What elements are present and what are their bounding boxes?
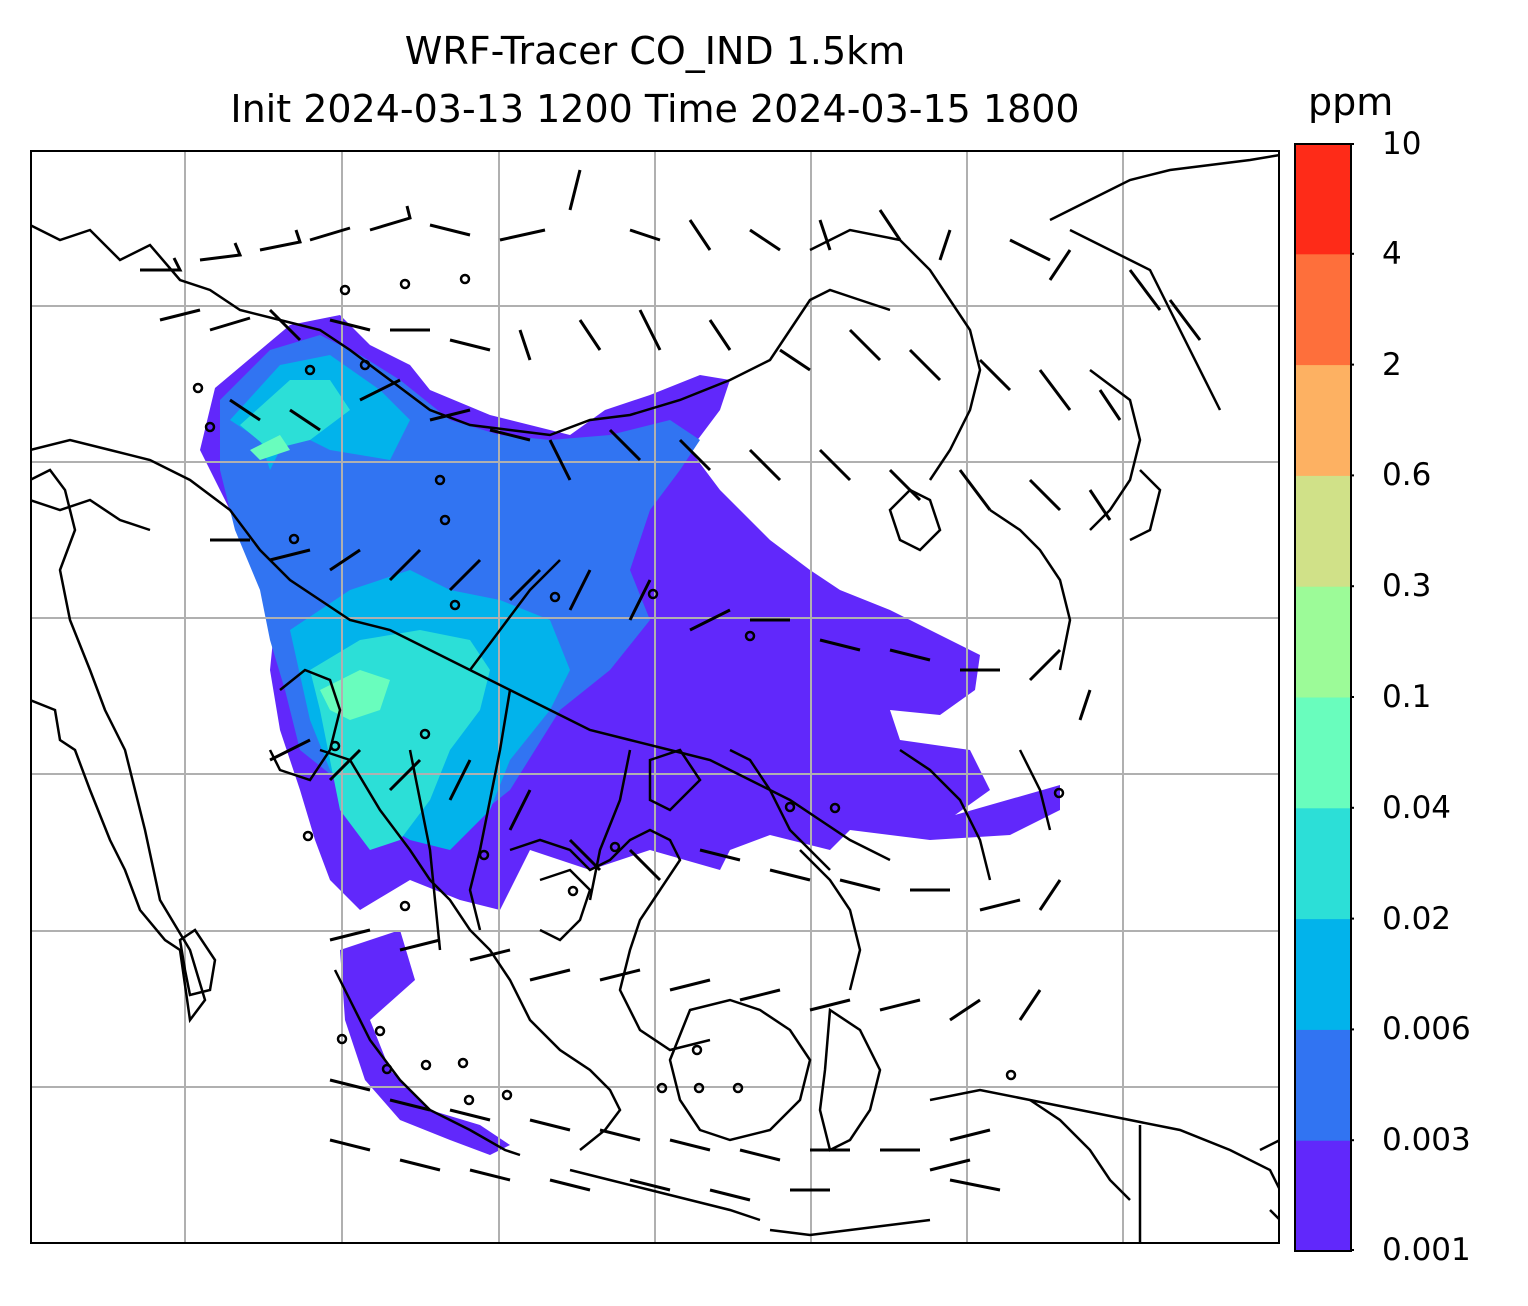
colorbar-tick-label: 0.6 [1382,457,1432,494]
coastlines [30,153,1280,1237]
colorbar-tick-label: 10 [1382,126,1422,162]
colorbar-tick-label: 0.02 [1382,900,1452,937]
colorbar-segment-8 [1295,253,1351,366]
concentration-field [200,315,1060,1155]
map-panel [30,150,1280,1244]
plume-level-3 [230,355,570,850]
colorbar [1294,143,1354,1252]
colorbar-tick-label: 0.003 [1382,1122,1471,1159]
colorbar-segment-1 [1295,1029,1351,1141]
colorbar-tick-label: 2 [1382,346,1402,383]
wind-barbs [140,169,1202,1202]
colorbar-tick-label: 0.1 [1382,679,1432,715]
colorbar-segment-7 [1295,364,1351,476]
map-title-line-2: Init 2024-03-13 1200 Time 2024-03-15 180… [230,87,1080,131]
calm-wind-circles [192,273,1065,1106]
colorbar-tick-label: 0.04 [1382,789,1452,826]
colorbar-segment-3 [1295,807,1351,920]
colorbar-segment-4 [1295,697,1351,809]
colorbar-tick-label: 0.006 [1382,1011,1471,1048]
colorbar-segment-2 [1295,918,1351,1030]
colorbar-segment-9 [1295,143,1351,255]
lat-lon-gridlines [30,150,1280,1244]
colorbar-unit-label: ppm [1308,80,1394,124]
plume-level-1-south [340,930,510,1155]
colorbar-segment-5 [1295,586,1351,698]
colorbar-tick-label: 0.3 [1382,568,1432,605]
country-borders [30,223,1142,1244]
colorbar-segment-6 [1295,475,1351,587]
map-frame [30,150,1280,1244]
plume-level-5 [250,435,390,720]
colorbar-tick-label: 0.001 [1382,1232,1471,1268]
colorbar-tick-label: 4 [1382,235,1402,272]
colorbar-segment-0 [1295,1140,1351,1252]
map-title-line-1: WRF-Tracer CO_IND 1.5km [404,29,906,73]
